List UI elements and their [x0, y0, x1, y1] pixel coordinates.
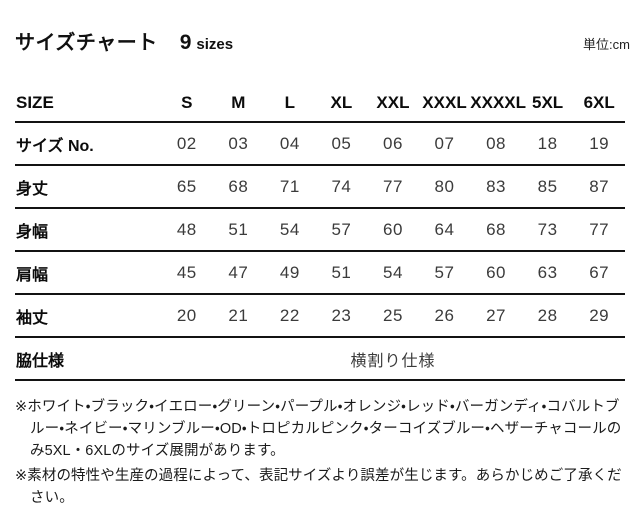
value-cell: 51: [212, 208, 265, 252]
value-cell: 64: [418, 208, 471, 252]
value-cell: 27: [470, 294, 522, 338]
table-row: 身丈 65 68 71 74 77 80 83 85 87: [15, 165, 625, 209]
value-cell: 45: [161, 251, 213, 295]
row-label: 肩幅: [15, 251, 161, 295]
column-header: S: [161, 85, 213, 123]
value-cell: 05: [315, 122, 368, 166]
value-cell: 25: [367, 294, 419, 338]
value-cell: 57: [418, 251, 471, 295]
value-cell: 26: [418, 294, 471, 338]
value-cell: 20: [161, 294, 213, 338]
value-cell: 48: [161, 208, 213, 252]
value-cell: 57: [315, 208, 368, 252]
table-row: 身幅 48 51 54 57 60 64 68 73 77: [15, 208, 625, 252]
column-header: M: [212, 85, 265, 123]
value-cell: 28: [521, 294, 574, 338]
value-cell: 06: [367, 122, 419, 166]
value-cell: 54: [367, 251, 419, 295]
column-header: XXL: [367, 85, 419, 123]
table-row: 脇仕様 横割り仕様: [15, 337, 625, 381]
size-table-head: SIZE S M L XL XXL XXXL XXXXL 5XL 6XL: [15, 85, 625, 123]
value-cell: 60: [470, 251, 522, 295]
column-header: XL: [315, 85, 368, 123]
size-table-body: サイズ No. 02 03 04 05 06 07 08 18 19 身丈 65 68 71 74 77 80 8…: [15, 122, 625, 381]
title-bar: サイズチャート 9 sizes 単位:cm: [15, 26, 630, 55]
value-cell: 85: [521, 165, 574, 209]
value-cell: 08: [470, 122, 522, 166]
column-header: 6XL: [573, 85, 625, 123]
value-cell: 07: [418, 122, 471, 166]
table-row: サイズ No. 02 03 04 05 06 07 08 18 19: [15, 122, 625, 166]
row-label: 袖丈: [15, 294, 161, 338]
value-cell: 04: [264, 122, 316, 166]
row-label: 脇仕様: [15, 337, 161, 381]
value-cell: 18: [521, 122, 574, 166]
value-cell: 51: [315, 251, 368, 295]
value-cell: 49: [264, 251, 316, 295]
unit-label: 単位:cm: [583, 37, 630, 52]
value-cell: 77: [573, 208, 625, 252]
column-header: 5XL: [521, 85, 574, 123]
row-label: 身幅: [15, 208, 161, 252]
value-cell: 60: [367, 208, 419, 252]
value-cell: 65: [161, 165, 213, 209]
sizes-count-suffix: sizes: [196, 36, 234, 53]
value-cell: 71: [264, 165, 316, 209]
value-cell: 29: [573, 294, 625, 338]
value-cell: 74: [315, 165, 368, 209]
column-header: XXXL: [418, 85, 471, 123]
value-cell: 02: [161, 122, 213, 166]
table-row: 肩幅 45 47 49 51 54 57 60 63 67: [15, 251, 625, 295]
span-value-cell: 横割り仕様: [161, 337, 625, 381]
table-row: 袖丈 20 21 22 23 25 26 27 28 29: [15, 294, 625, 338]
sizes-count: 9: [179, 31, 192, 54]
note-color-availability: ※ホワイト・ブラック・イエロー・グリーン・パープル・オレンジ・レッド・バーガンデ…: [15, 399, 622, 459]
value-cell: 22: [264, 294, 316, 338]
column-header: XXXXL: [470, 85, 526, 123]
value-cell: 83: [470, 165, 522, 209]
value-cell: 54: [264, 208, 316, 252]
value-cell: 73: [521, 208, 574, 252]
notes-section: ※ホワイト・ブラック・イエロー・グリーン・パープル・オレンジ・レッド・バーガンデ…: [15, 396, 631, 509]
value-cell: 77: [367, 165, 419, 209]
value-cell: 68: [212, 165, 265, 209]
value-cell: 19: [573, 122, 625, 166]
row-label: サイズ No.: [15, 122, 161, 166]
value-cell: 21: [212, 294, 265, 338]
value-cell: 63: [521, 251, 574, 295]
value-cell: 47: [212, 251, 265, 295]
value-cell: 68: [470, 208, 522, 252]
row-label: 身丈: [15, 165, 161, 209]
value-cell: 67: [573, 251, 625, 295]
note-size-tolerance: ※素材の特性や生産の過程によって、表記サイズより誤差が生じます。あらかじめご了承…: [15, 468, 622, 506]
size-table: SIZE S M L XL XXL XXXL XXXXL 5XL 6XL サイズ No. 02 03 0…: [15, 85, 625, 381]
value-cell: 03: [212, 122, 265, 166]
column-header: L: [264, 85, 316, 123]
value-cell: 87: [573, 165, 625, 209]
header-row: SIZE S M L XL XXL XXXL XXXXL 5XL 6XL: [15, 85, 625, 123]
column-header-size: SIZE: [15, 85, 161, 123]
page-title: サイズチャート: [15, 32, 158, 54]
value-cell: 23: [315, 294, 368, 338]
value-cell: 80: [418, 165, 471, 209]
